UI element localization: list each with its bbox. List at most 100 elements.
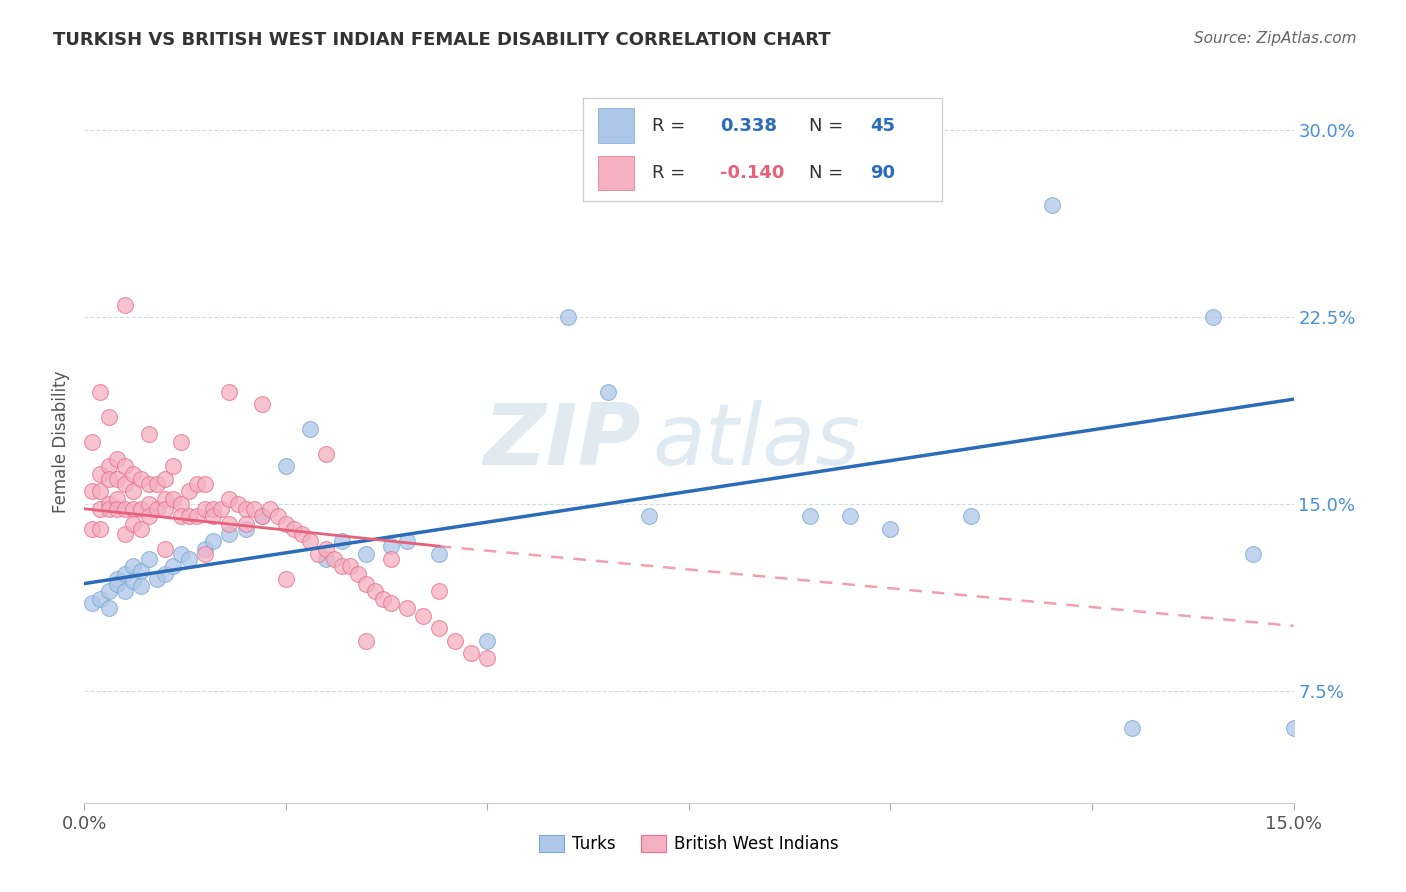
Point bbox=[960, 509, 983, 524]
Point bbox=[121, 501, 143, 516]
Point bbox=[89, 501, 111, 516]
Point bbox=[330, 534, 353, 549]
Point bbox=[274, 459, 297, 474]
Point bbox=[323, 551, 346, 566]
Point bbox=[105, 576, 128, 591]
Point bbox=[218, 384, 240, 399]
Point bbox=[146, 572, 169, 586]
Point bbox=[105, 572, 128, 586]
Point bbox=[1202, 310, 1225, 324]
Point bbox=[879, 522, 901, 536]
Point bbox=[162, 559, 184, 574]
Point bbox=[138, 551, 160, 566]
Point bbox=[179, 551, 201, 566]
Text: N =: N = bbox=[810, 164, 844, 182]
Point bbox=[129, 579, 152, 593]
Point bbox=[250, 509, 273, 524]
Point bbox=[347, 566, 370, 581]
Point bbox=[138, 427, 160, 442]
Point bbox=[114, 459, 136, 474]
Point bbox=[129, 472, 152, 486]
Point bbox=[153, 501, 176, 516]
Point bbox=[315, 551, 337, 566]
Point bbox=[97, 584, 120, 599]
Point bbox=[170, 547, 193, 561]
Point bbox=[129, 564, 152, 578]
Point bbox=[114, 297, 136, 311]
Point bbox=[427, 621, 450, 635]
Point bbox=[250, 509, 273, 524]
Point bbox=[299, 422, 322, 436]
Point bbox=[89, 484, 111, 499]
Point bbox=[121, 574, 143, 588]
Point bbox=[179, 484, 201, 499]
Point bbox=[179, 509, 201, 524]
Point bbox=[427, 547, 450, 561]
Text: ZIP: ZIP bbox=[482, 400, 641, 483]
Point bbox=[89, 522, 111, 536]
Point bbox=[839, 509, 862, 524]
Point bbox=[799, 509, 821, 524]
Point bbox=[138, 509, 160, 524]
Point bbox=[235, 501, 257, 516]
Point bbox=[121, 467, 143, 481]
Text: Source: ZipAtlas.com: Source: ZipAtlas.com bbox=[1194, 31, 1357, 46]
Point bbox=[427, 584, 450, 599]
Point bbox=[1040, 198, 1063, 212]
Point bbox=[114, 501, 136, 516]
Point bbox=[356, 547, 378, 561]
Text: atlas: atlas bbox=[652, 400, 860, 483]
Point bbox=[235, 516, 257, 531]
Point bbox=[371, 591, 394, 606]
Point bbox=[89, 467, 111, 481]
Point bbox=[356, 576, 378, 591]
Point bbox=[105, 472, 128, 486]
Point bbox=[299, 534, 322, 549]
Point bbox=[1241, 547, 1264, 561]
Point bbox=[380, 597, 402, 611]
Point bbox=[356, 633, 378, 648]
Point bbox=[1282, 721, 1305, 735]
Point bbox=[162, 491, 184, 506]
FancyBboxPatch shape bbox=[598, 155, 634, 190]
Point bbox=[242, 501, 264, 516]
Text: 0.338: 0.338 bbox=[720, 117, 776, 135]
Text: R =: R = bbox=[651, 164, 685, 182]
Point bbox=[194, 501, 217, 516]
Text: 45: 45 bbox=[870, 117, 896, 135]
Point bbox=[218, 516, 240, 531]
Point bbox=[121, 484, 143, 499]
Point bbox=[718, 186, 741, 200]
Point bbox=[380, 551, 402, 566]
Point bbox=[105, 501, 128, 516]
FancyBboxPatch shape bbox=[598, 108, 634, 144]
Point bbox=[477, 633, 499, 648]
Point bbox=[114, 584, 136, 599]
Point bbox=[218, 491, 240, 506]
Point bbox=[82, 484, 104, 499]
Point bbox=[315, 447, 337, 461]
Point bbox=[97, 472, 120, 486]
Point bbox=[138, 476, 160, 491]
Point bbox=[153, 472, 176, 486]
Point bbox=[363, 584, 385, 599]
Point bbox=[209, 501, 232, 516]
Text: -0.140: -0.140 bbox=[720, 164, 785, 182]
Point bbox=[557, 310, 579, 324]
Point bbox=[82, 522, 104, 536]
Point bbox=[444, 633, 467, 648]
Point bbox=[194, 547, 217, 561]
Point bbox=[146, 501, 169, 516]
Point bbox=[202, 509, 225, 524]
Point bbox=[121, 516, 143, 531]
Point bbox=[129, 501, 152, 516]
Text: N =: N = bbox=[810, 117, 844, 135]
Point bbox=[114, 566, 136, 581]
Point bbox=[395, 534, 418, 549]
Point bbox=[153, 566, 176, 581]
Point bbox=[1121, 721, 1143, 735]
Point bbox=[121, 559, 143, 574]
Point bbox=[202, 501, 225, 516]
Point bbox=[105, 491, 128, 506]
Point bbox=[250, 397, 273, 411]
